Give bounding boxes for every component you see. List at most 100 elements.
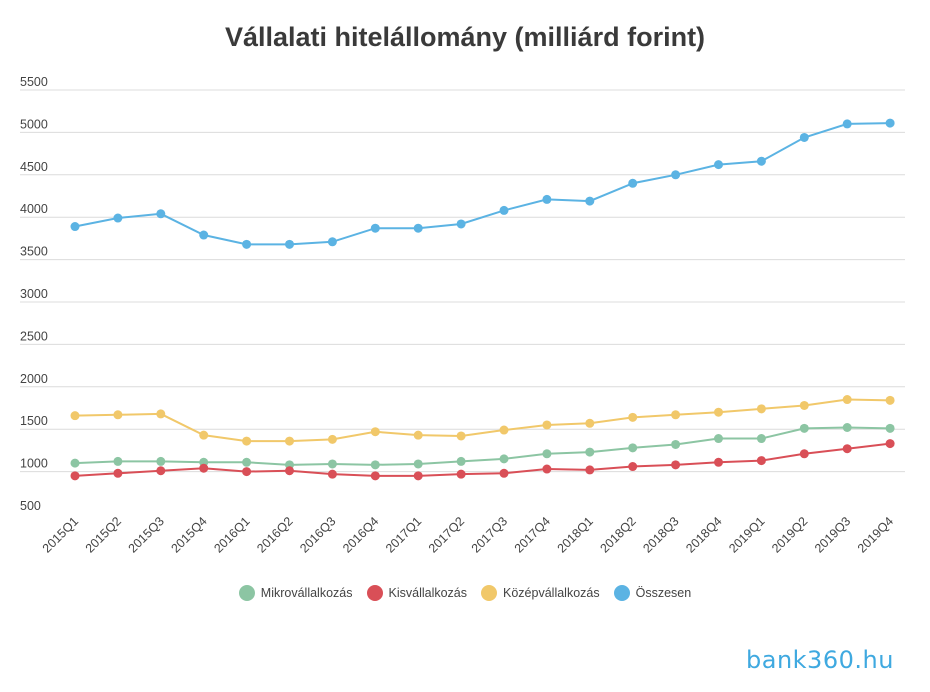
chart-title: Vállalati hitelállomány (milliárd forint… — [224, 22, 706, 52]
series-kisv-llalkoz-s — [70, 439, 895, 481]
data-point — [156, 466, 166, 476]
legend: Mikrovállalkozás Kisvállalkozás Középválla… — [0, 585, 930, 601]
data-point — [585, 196, 595, 206]
data-point — [756, 156, 766, 166]
data-point — [885, 118, 895, 128]
data-point — [714, 160, 723, 170]
data-point — [842, 423, 852, 433]
data-point — [799, 449, 809, 459]
data-point — [499, 425, 509, 435]
data-point — [756, 434, 766, 444]
legend-label: Kisvállalkozás — [388, 586, 468, 600]
data-point — [628, 462, 638, 472]
data-point — [842, 395, 852, 405]
data-point — [156, 209, 166, 219]
data-point — [628, 443, 638, 453]
data-point — [499, 205, 509, 215]
data-point — [413, 223, 423, 233]
data-point — [714, 434, 723, 444]
data-point — [113, 213, 123, 223]
legend-swatch — [481, 585, 498, 601]
x-tick-label: 2018Q1 — [555, 514, 596, 555]
data-point — [456, 456, 466, 466]
data-point — [542, 464, 552, 474]
legend-item: Összesen — [613, 585, 692, 601]
data-point — [456, 469, 466, 479]
y-tick-label: 500 — [20, 499, 41, 513]
data-point — [370, 471, 380, 481]
data-point — [113, 410, 123, 420]
data-point — [242, 436, 252, 446]
data-point — [413, 471, 423, 481]
x-tick-label: 2017Q3 — [469, 514, 510, 555]
legend-item: Kisvállalkozás — [366, 585, 468, 601]
brand-logo: bank360.hu — [746, 646, 894, 674]
data-point — [327, 469, 337, 479]
y-tick-label: 3000 — [20, 287, 48, 301]
data-point — [413, 430, 423, 440]
data-point — [285, 436, 294, 446]
data-point — [885, 439, 895, 449]
x-tick-label: 2017Q2 — [426, 514, 467, 555]
y-tick-label: 4500 — [20, 160, 48, 174]
data-point — [327, 459, 337, 469]
data-point — [242, 239, 252, 249]
data-point — [799, 423, 809, 433]
x-tick-label: 2015Q3 — [126, 514, 167, 555]
data-point — [413, 459, 423, 469]
x-tick-label: 2015Q4 — [168, 514, 209, 555]
data-point — [70, 222, 80, 232]
data-point — [113, 468, 123, 478]
y-tick-label: 1000 — [20, 457, 48, 471]
x-tick-label: 2016Q1 — [211, 514, 252, 555]
y-tick-label: 1500 — [20, 414, 48, 428]
y-tick-label: 3500 — [20, 245, 48, 259]
data-point — [714, 407, 723, 417]
x-tick-label: 2018Q4 — [683, 514, 724, 555]
legend-label: Összesen — [635, 586, 692, 600]
x-tick-label: 2015Q2 — [83, 514, 124, 555]
y-tick-label: 4000 — [20, 202, 48, 216]
data-point — [285, 239, 294, 249]
data-point — [714, 457, 723, 467]
data-point — [542, 420, 552, 430]
series-mikrov-llalkoz-s — [70, 423, 895, 470]
data-point — [756, 456, 766, 466]
data-point — [585, 447, 595, 457]
x-tick-label: 2016Q4 — [340, 514, 381, 555]
data-point — [199, 463, 209, 473]
data-point — [671, 170, 681, 180]
data-point — [799, 132, 809, 142]
data-point — [585, 465, 595, 475]
series-line — [74, 122, 891, 246]
data-point — [542, 194, 552, 204]
data-point — [799, 400, 809, 410]
legend-swatch — [238, 585, 255, 601]
x-tick-label: 2016Q2 — [254, 514, 295, 555]
data-point — [628, 412, 638, 422]
x-tick-label: 2019Q1 — [726, 514, 767, 555]
data-point — [242, 467, 252, 477]
y-tick-label: 5500 — [20, 75, 48, 89]
data-point — [885, 423, 895, 433]
data-point — [671, 460, 681, 470]
data-point — [628, 178, 638, 188]
legend-label: Középvállalkozás — [503, 586, 600, 600]
data-point — [499, 454, 509, 464]
data-point — [542, 449, 552, 459]
legend-swatch — [613, 585, 630, 601]
data-point — [671, 410, 681, 420]
data-point — [885, 395, 895, 405]
x-tick-label: 2019Q4 — [855, 514, 896, 555]
data-point — [199, 230, 209, 240]
x-tick-label: 2018Q2 — [597, 514, 638, 555]
data-point — [199, 430, 209, 440]
data-point — [113, 456, 123, 466]
y-tick-label: 5000 — [20, 117, 48, 131]
data-point — [327, 434, 337, 444]
series-line — [74, 426, 891, 466]
legend-swatch — [366, 585, 383, 601]
data-point — [456, 219, 466, 229]
